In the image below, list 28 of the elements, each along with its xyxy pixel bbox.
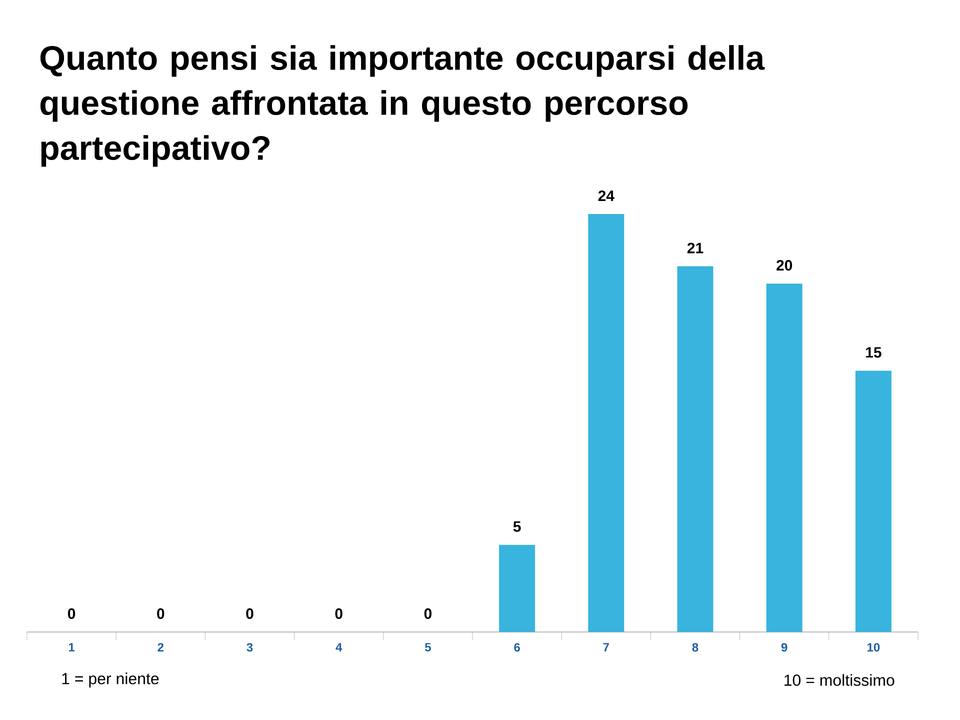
x-tick-label: 7	[603, 643, 609, 652]
data-label: 21	[687, 242, 704, 254]
text: 1 = per niente	[62, 672, 159, 688]
x-tick-label: 8	[692, 643, 698, 652]
x-tick-label: 3	[246, 643, 253, 652]
data-label: 0	[335, 608, 342, 619]
bar	[499, 544, 536, 632]
chart-title: Quanto pensi sia importante occuparsi della questione affrontata in questo percorso partecipativo?	[40, 45, 765, 167]
bar	[766, 284, 802, 632]
data-label: 5	[513, 521, 521, 532]
bar	[588, 214, 624, 632]
x-tick-label: 4	[336, 643, 342, 652]
x-tick-label: 2	[158, 643, 164, 652]
x-tick-label: 6	[514, 643, 520, 652]
data-label: 20	[776, 260, 792, 271]
bar	[677, 266, 714, 632]
data-label: 15	[866, 347, 882, 358]
bar	[855, 370, 892, 632]
data-label: 0	[68, 608, 76, 619]
data-label: 0	[424, 608, 432, 619]
data-label: 0	[157, 608, 164, 619]
data-label: 24	[598, 190, 614, 201]
x-tick-label: 9	[781, 643, 788, 652]
x-tick-label: 1	[68, 643, 75, 652]
data-label: 0	[246, 608, 254, 619]
text: 10 = moltissimo	[784, 674, 894, 686]
x-tick-label: 5	[424, 643, 431, 652]
x-tick-label: 10	[868, 643, 880, 652]
